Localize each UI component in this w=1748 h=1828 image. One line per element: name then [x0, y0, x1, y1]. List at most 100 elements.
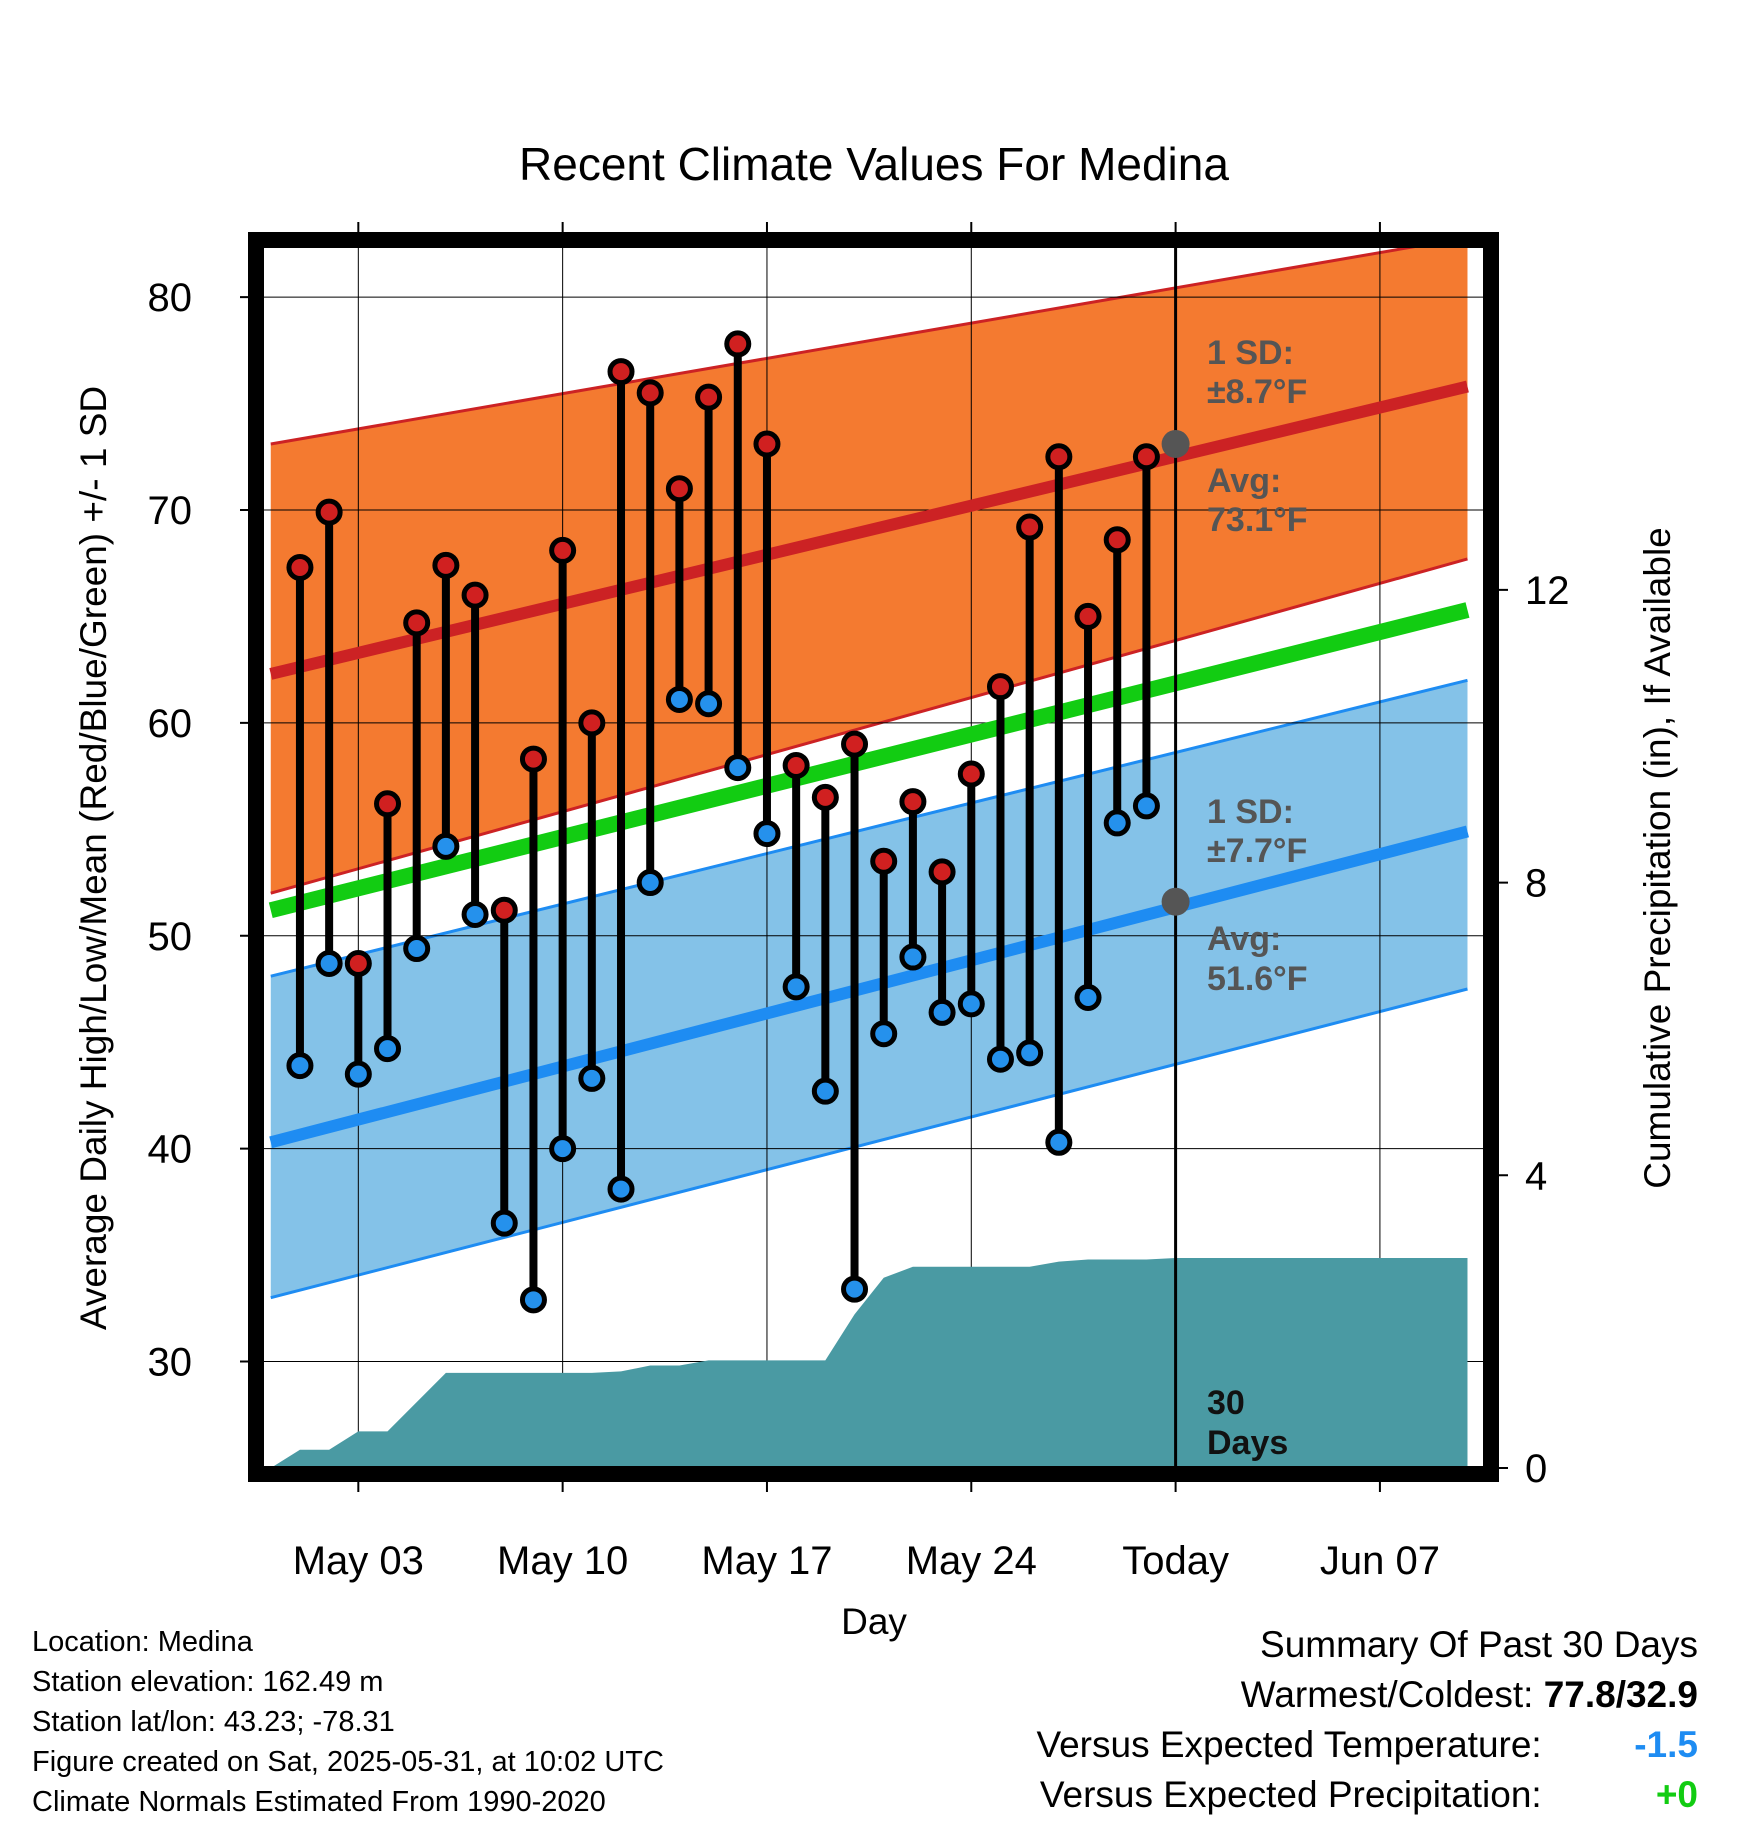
daily-low-point — [782, 973, 810, 1001]
daily-high-point — [461, 581, 489, 609]
daily-high-point — [607, 358, 635, 386]
daily-low-point — [753, 820, 781, 848]
daily-high-point — [724, 330, 752, 358]
daily-high-point — [1103, 526, 1131, 554]
created-text: Figure created on Sat, 2025-05-31, at 10… — [32, 1746, 664, 1778]
precipitation-area — [270, 1257, 1468, 1468]
daily-high-point — [986, 673, 1014, 701]
summary-warmest-row: Warmest/Coldest: 77.8/32.9 — [1036, 1670, 1698, 1720]
today-low-normal-point — [1161, 887, 1190, 916]
normals-text: Climate Normals Estimated From 1990-2020 — [32, 1786, 606, 1818]
daily-high-point — [374, 790, 402, 818]
daily-low-point — [286, 1052, 314, 1080]
daily-high-point — [315, 498, 343, 526]
normal-high-line — [269, 380, 1469, 680]
daily-low-point — [1132, 792, 1160, 820]
x-axis-label: Day — [841, 1601, 907, 1642]
y-tick-label: 80 — [148, 276, 193, 320]
daily-high-point — [549, 536, 577, 564]
daily-high-point — [1016, 513, 1044, 541]
temp-value: -1.5 — [1634, 1724, 1698, 1765]
precip-value: +0 — [1655, 1774, 1698, 1815]
summary-heading: Summary Of Past 30 Days — [1260, 1624, 1698, 1665]
daily-low-point — [899, 943, 927, 971]
y-axis-label: Average Daily High/Low/Mean (Red/Blue/Gr… — [73, 386, 114, 1330]
y-tick-label: 70 — [148, 489, 193, 533]
temp-label: Versus Expected Temperature: — [1036, 1724, 1542, 1765]
station-info: Location: Medina Station elevation: 162.… — [32, 1622, 664, 1822]
daily-low-point — [1045, 1128, 1073, 1156]
daily-low-point — [315, 949, 343, 977]
daily-high-point — [1045, 443, 1073, 471]
daily-high-point — [1074, 602, 1102, 630]
daily-high-point — [636, 379, 664, 407]
y-tick-label: 30 — [148, 1341, 193, 1385]
daily-high-point — [928, 858, 956, 886]
y2-tick-label: 8 — [1525, 862, 1547, 906]
daily-low-point — [519, 1286, 547, 1314]
summary-temp-row: Versus Expected Temperature: -1.5 — [1036, 1720, 1698, 1770]
x-tick-label: May 24 — [906, 1539, 1037, 1583]
daily-low-point — [695, 690, 723, 718]
daily-high-point — [695, 383, 723, 411]
warmest-label: Warmest/Coldest: — [1240, 1674, 1534, 1715]
daily-high-point — [519, 745, 547, 773]
high-sd-band — [270, 246, 1468, 894]
daily-low-point — [403, 935, 431, 963]
warmest-value: 77.8/32.9 — [1543, 1674, 1698, 1715]
y2-tick-label: 0 — [1525, 1447, 1547, 1491]
low-avg-label: Avg: — [1207, 920, 1281, 958]
summary-precip-row: Versus Expected Precipitation: +0 — [1036, 1770, 1698, 1820]
x-tick-label: May 17 — [701, 1539, 832, 1583]
x-tick-label: Jun 07 — [1320, 1539, 1440, 1583]
high-avg-value: 73.1°F — [1207, 501, 1308, 539]
normal-low-line — [269, 825, 1469, 1149]
daily-low-point — [870, 1020, 898, 1048]
daily-low-point — [578, 1064, 606, 1092]
daily-low-point — [986, 1045, 1014, 1073]
daily-low-point — [841, 1275, 869, 1303]
daily-high-point — [665, 475, 693, 503]
x-tick-label: May 03 — [293, 1539, 424, 1583]
low-sd-label: 1 SD: — [1207, 793, 1294, 831]
daily-high-point — [899, 788, 927, 816]
daily-low-point — [928, 998, 956, 1026]
daily-low-point — [957, 990, 985, 1018]
daily-low-point — [607, 1175, 635, 1203]
y-tick-label: 50 — [148, 915, 193, 959]
daily-low-point — [490, 1209, 518, 1237]
low-sd-value: ±7.7°F — [1207, 832, 1307, 870]
daily-high-point — [432, 551, 460, 579]
x-tick-label: Today — [1122, 1539, 1229, 1583]
normal-mean-line — [268, 602, 1470, 918]
y2-tick-label: 12 — [1525, 569, 1570, 613]
daily-low-point — [549, 1135, 577, 1163]
latlon-text: Station lat/lon: 43.23; -78.31 — [32, 1706, 395, 1738]
daily-low-point — [344, 1060, 372, 1088]
daily-low-point — [432, 832, 460, 860]
daily-low-point — [1016, 1039, 1044, 1067]
period-days-label: Days — [1207, 1424, 1288, 1462]
chart-title: Recent Climate Values For Medina — [519, 138, 1229, 190]
daily-low-point — [461, 900, 489, 928]
precip-label: Versus Expected Precipitation: — [1039, 1774, 1542, 1815]
daily-low-point — [665, 685, 693, 713]
high-avg-label: Avg: — [1207, 462, 1281, 500]
y-tick-label: 60 — [148, 702, 193, 746]
daily-low-point — [1074, 984, 1102, 1012]
plot-frame — [248, 232, 1499, 1482]
daily-high-point — [870, 847, 898, 875]
daily-high-point — [811, 783, 839, 811]
daily-high-point — [490, 896, 518, 924]
today-high-normal-point — [1161, 429, 1190, 458]
y2-axis-label: Cumulative Precipitation (in), If Availa… — [1637, 527, 1678, 1189]
low-minus-sd-edge — [270, 987, 1468, 1300]
daily-high-point — [1132, 443, 1160, 471]
high-sd-value: ±8.7°F — [1207, 373, 1307, 411]
y-tick-label: 40 — [148, 1128, 193, 1172]
daily-low-point — [374, 1035, 402, 1063]
daily-high-point — [841, 730, 869, 758]
daily-low-point — [1103, 809, 1131, 837]
low-avg-value: 51.6°F — [1207, 960, 1308, 998]
